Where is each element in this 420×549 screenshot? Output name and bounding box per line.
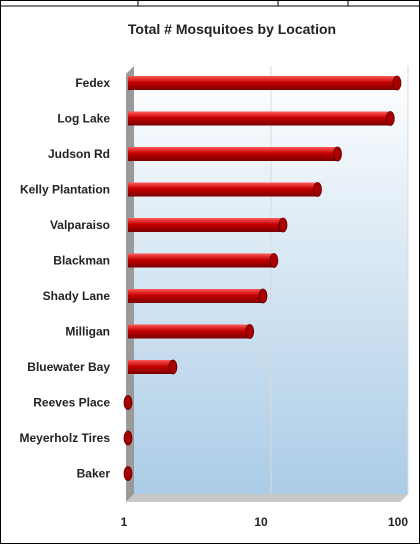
bar-cap	[386, 112, 394, 126]
bar-cap	[314, 183, 322, 197]
bar-body	[128, 112, 390, 126]
bar-body	[128, 289, 263, 303]
plot-background	[126, 66, 408, 502]
floor	[126, 494, 408, 502]
chart-title: Total # Mosquitoes by Location	[128, 21, 336, 37]
category-label: Reeves Place	[33, 396, 110, 410]
bar-body	[128, 218, 283, 232]
bar-cap	[246, 325, 254, 339]
category-label: Baker	[77, 467, 111, 481]
bar-body	[128, 76, 397, 90]
bar	[124, 396, 132, 410]
bar	[128, 325, 254, 339]
category-label: Milligan	[65, 325, 110, 339]
bar-body	[128, 325, 250, 339]
x-tick-label: 10	[254, 515, 268, 529]
bar-cap	[169, 360, 177, 374]
category-label: Fedex	[75, 76, 110, 90]
category-label: Valparaiso	[50, 218, 110, 232]
category-label: Bluewater Bay	[27, 360, 110, 374]
bar-cap	[259, 289, 267, 303]
category-label: Kelly Plantation	[20, 183, 110, 197]
bar	[124, 467, 132, 481]
bar	[128, 183, 322, 197]
bar	[128, 76, 401, 90]
bar-cap	[124, 467, 132, 481]
bar-cap	[124, 431, 132, 445]
category-label: Judson Rd	[48, 147, 110, 161]
bar	[128, 360, 177, 374]
plot-wall	[126, 66, 408, 502]
bar-cap	[279, 218, 287, 232]
bar	[128, 147, 342, 161]
bar	[128, 218, 287, 232]
category-label: Shady Lane	[43, 289, 111, 303]
bar-cap	[334, 147, 342, 161]
bar	[128, 289, 267, 303]
x-tick-label: 100	[388, 515, 408, 529]
bar	[128, 254, 278, 268]
x-tick-label: 1	[121, 515, 128, 529]
bar-body	[128, 183, 318, 197]
category-label: Meyerholz Tires	[20, 431, 111, 445]
bar-body	[128, 254, 274, 268]
bar-cap	[124, 396, 132, 410]
category-label: Blackman	[53, 254, 110, 268]
bar-cap	[393, 76, 401, 90]
bar	[128, 112, 394, 126]
category-label: Log Lake	[57, 112, 110, 126]
bar	[124, 431, 132, 445]
bar-cap	[270, 254, 278, 268]
bar-body	[128, 147, 338, 161]
bar-body	[128, 360, 173, 374]
